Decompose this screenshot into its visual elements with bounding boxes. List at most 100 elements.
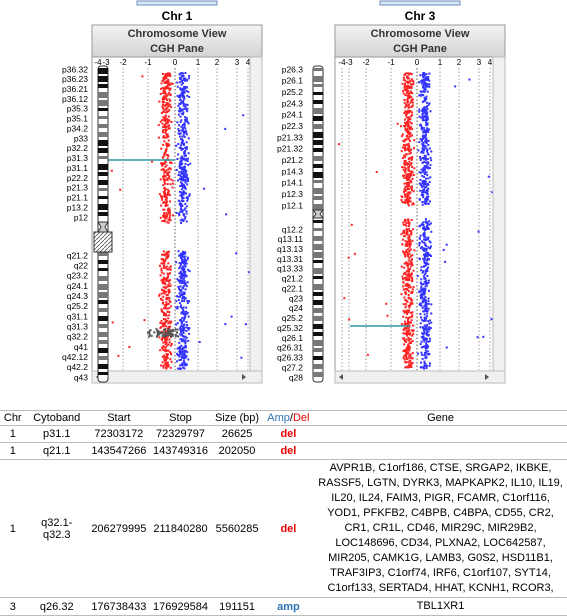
del-probe — [161, 195, 164, 198]
amp-probe — [181, 100, 184, 103]
del-probe — [411, 104, 414, 107]
del-probe — [410, 162, 413, 165]
outlier-probe — [490, 318, 493, 321]
amp-probe — [182, 113, 185, 116]
del-probe — [409, 200, 412, 203]
amp-probe — [183, 191, 186, 194]
del-probe — [169, 358, 172, 361]
del-probe — [405, 130, 408, 133]
amp-probe — [426, 223, 429, 226]
del-probe — [410, 301, 413, 304]
amp-probe — [425, 251, 428, 254]
amp-probe — [179, 181, 182, 184]
del-probe — [403, 193, 406, 196]
del-probe — [166, 336, 169, 339]
del-probe — [406, 346, 409, 349]
amp-probe — [181, 316, 184, 319]
amp-probe — [424, 303, 427, 306]
amp-probe — [182, 75, 185, 78]
amp-probe — [185, 108, 188, 111]
outlier-probe — [117, 354, 120, 357]
amp-probe — [423, 82, 426, 85]
del-probe — [405, 148, 408, 151]
del-probe — [404, 272, 407, 275]
amp-probe — [179, 330, 182, 333]
amp-probe — [184, 146, 187, 149]
del-probe — [406, 129, 409, 132]
del-probe — [162, 341, 165, 344]
del-probe — [405, 200, 408, 203]
del-probe — [405, 122, 408, 125]
del-probe — [406, 331, 409, 334]
del-probe — [413, 249, 416, 252]
del-probe — [403, 188, 406, 191]
amp-probe — [422, 151, 425, 154]
amp-probe — [181, 209, 184, 212]
del-probe — [161, 164, 164, 167]
amp-probe — [184, 251, 187, 254]
del-probe — [405, 327, 408, 330]
del-probe — [409, 191, 412, 194]
amp-probe — [425, 121, 428, 124]
amp-probe — [425, 184, 428, 187]
amp-probe — [424, 243, 427, 246]
del-probe — [165, 172, 168, 175]
amp-probe — [427, 195, 430, 198]
del-probe — [163, 193, 166, 196]
grey-probe — [156, 334, 159, 337]
amp-probe — [179, 265, 182, 268]
amp-probe — [176, 352, 179, 355]
del-probe — [166, 294, 169, 297]
del-probe — [168, 341, 171, 344]
amp-probe — [181, 141, 184, 144]
del-probe — [407, 81, 410, 84]
amp-probe — [183, 299, 186, 302]
amp-probe — [177, 113, 180, 116]
del-probe — [406, 192, 409, 195]
amp-probe — [184, 310, 187, 313]
amp-probe — [425, 344, 428, 347]
del-probe — [168, 73, 171, 76]
del-probe — [168, 282, 171, 285]
del-probe — [408, 148, 411, 151]
amp-probe — [423, 273, 426, 276]
amp-probe — [179, 293, 182, 296]
del-probe — [406, 245, 409, 248]
del-probe — [408, 111, 411, 114]
amp-probe — [183, 107, 186, 110]
amp-probe — [420, 361, 423, 364]
amp-probe — [182, 260, 185, 263]
del-probe — [408, 198, 411, 201]
del-probe — [160, 319, 163, 322]
del-probe — [413, 147, 416, 150]
del-probe — [167, 353, 170, 356]
del-probe — [405, 143, 408, 146]
band — [313, 236, 323, 241]
table-cell: 72329797 — [149, 425, 212, 443]
amp-probe — [179, 333, 182, 336]
amp-probe — [178, 355, 181, 358]
del-probe — [165, 125, 168, 128]
amp-probe — [177, 212, 180, 215]
del-probe — [402, 303, 405, 306]
amp-probe — [425, 245, 428, 248]
amp-probe — [185, 312, 188, 315]
del-probe — [165, 366, 168, 369]
del-probe — [410, 148, 413, 151]
del-probe — [168, 314, 171, 317]
band — [313, 364, 323, 369]
amp-probe — [181, 147, 184, 150]
grey-probe — [147, 331, 150, 334]
amp-probe — [422, 270, 425, 273]
del-probe — [406, 348, 409, 351]
grey-probe — [168, 334, 171, 337]
amp-probe — [428, 223, 431, 226]
del-probe — [163, 119, 166, 122]
outlier-probe — [151, 160, 154, 163]
del-probe — [408, 274, 411, 277]
amp-probe — [178, 214, 181, 217]
amp-probe — [421, 332, 424, 335]
grey-probe — [149, 329, 152, 332]
del-probe — [168, 279, 171, 282]
del-probe — [402, 315, 405, 318]
